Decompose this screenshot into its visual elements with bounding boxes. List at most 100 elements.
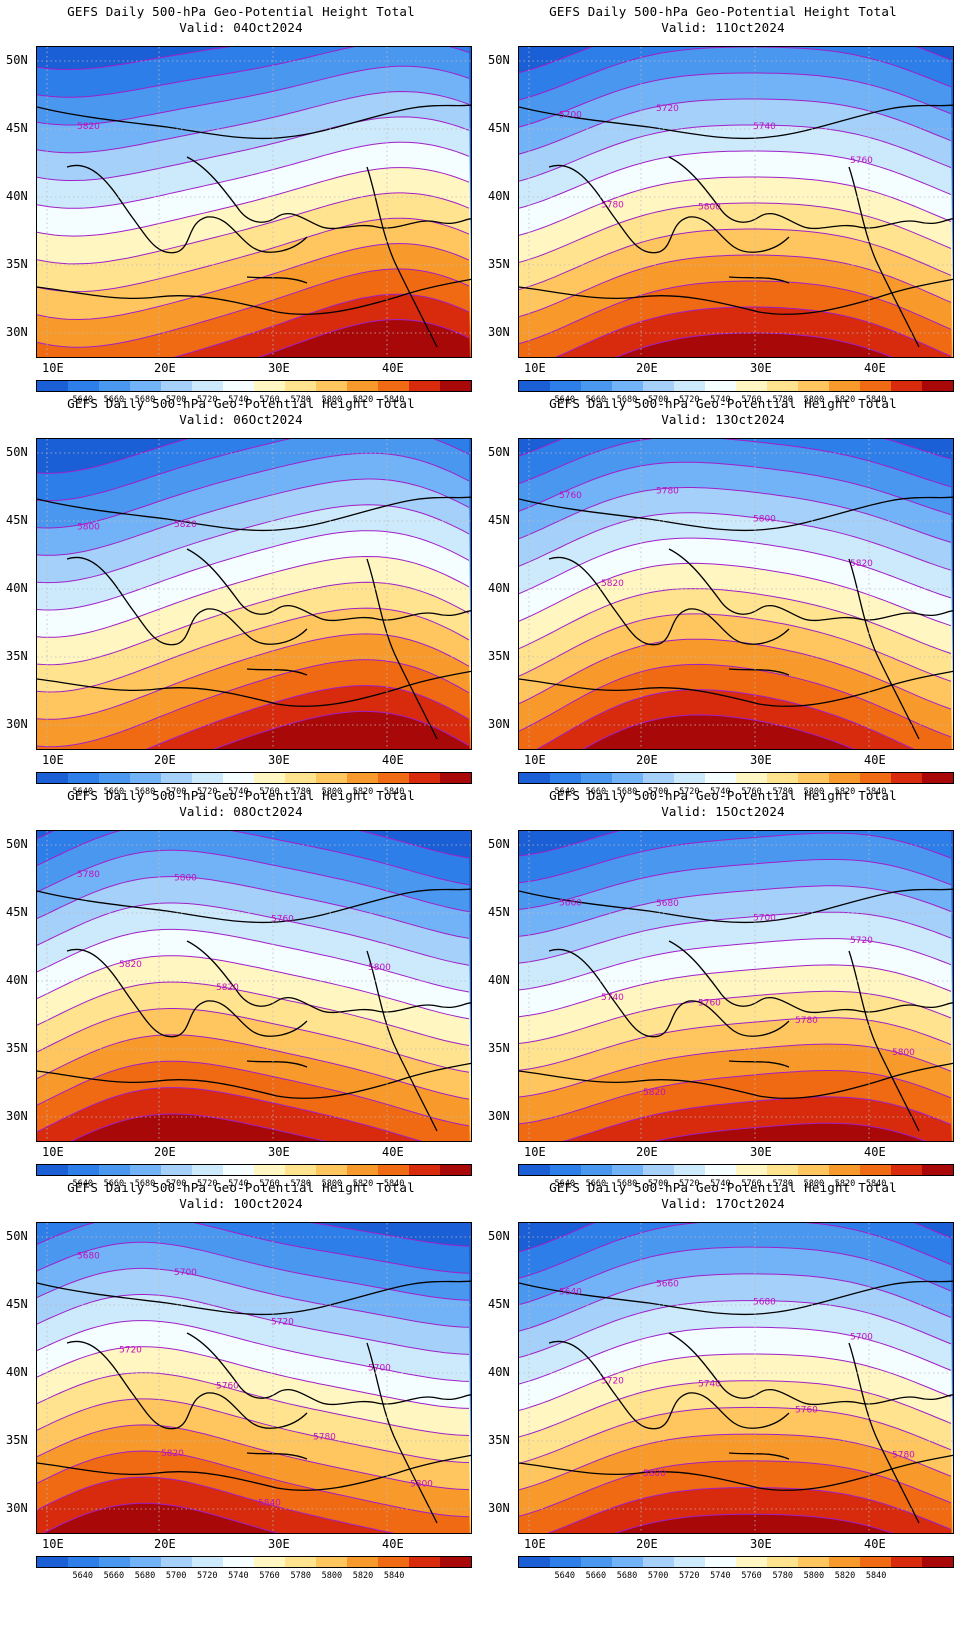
colorbar-label: 5840 [383,787,405,797]
colorbar-swatch [798,1165,829,1175]
height-contour [519,439,952,488]
lon-label: 30E [268,1537,290,1551]
colorbar-swatch [829,1557,860,1567]
colorbar-swatch [550,381,581,391]
height-map: 5820 [36,46,472,358]
lon-label: 30E [750,1537,772,1551]
colorbar-label: 5740 [710,395,731,405]
colorbar-label: 5680 [134,787,156,797]
colorbar-swatch [612,381,643,391]
contour-label: 5800 [698,202,721,212]
coastline-outline [848,558,920,740]
colorbar-label: 5820 [352,787,374,797]
coastline-outline [366,558,438,740]
panel-title: GEFS Daily 500-hPa Geo-Potential Height … [67,1180,415,1195]
colorbar-swatch [705,1557,736,1567]
colorbar-label: 5660 [585,395,607,405]
lat-label: 45N [6,905,28,919]
coastline-outline [848,1342,920,1524]
colorbar-swatch [798,381,829,391]
height-contour [37,581,470,666]
lon-label: 20E [154,361,176,375]
lon-label: 20E [636,361,658,375]
colorbar-swatch [581,381,612,391]
panel-title: GEFS Daily 500-hPa Geo-Potential Height … [67,788,415,803]
lon-label: 40E [382,361,404,375]
colorbar-label: 5660 [103,787,125,797]
colorbar-swatch [519,1557,550,1567]
height-contour [37,955,470,1020]
coastline-outline [519,104,953,140]
lat-label: 40N [6,1365,28,1379]
height-contour [37,65,470,126]
contour-label: 5740 [601,993,624,1003]
lon-label: 40E [864,361,886,375]
lat-label: 45N [6,121,28,135]
colorbar-label: 5680 [134,1179,156,1189]
colorbar-swatch [347,381,378,391]
height-contour [519,461,952,516]
height-contour [519,1433,952,1491]
contour-label: 5800 [368,963,391,973]
height-contour [614,1513,894,1533]
height-contour [519,1273,952,1332]
colorbar-swatch [519,1165,550,1175]
colorbar-swatch [68,773,99,783]
height-contour [37,1372,470,1436]
height-contour [519,858,952,910]
panel-valid-date: Valid: 11Oct2024 [661,20,785,35]
colorbar-label: 5660 [103,1571,125,1581]
colorbar-label: 5680 [616,1179,638,1189]
lat-label: 50N [6,53,28,67]
panel-valid-date: Valid: 04Oct2024 [179,20,303,35]
lon-label: 10E [524,1145,546,1159]
height-contour [519,588,952,654]
lat-label: 45N [488,513,510,527]
contour-label: 5800 [643,1469,666,1479]
lat-label: 50N [488,1229,510,1243]
colorbar-label: 5680 [616,395,638,405]
height-contour [37,928,470,993]
height-contour [37,831,470,859]
colorbar-swatch [161,1165,192,1175]
height-contour [37,849,470,913]
coastline-outline [519,278,953,315]
band-fill [71,1114,325,1141]
colorbar-label: 5840 [383,1179,405,1189]
height-contour [519,1043,952,1098]
height-contour [519,1380,952,1438]
colorbar-swatch [37,1557,68,1567]
colorbar-swatch [440,773,471,783]
height-contour [519,1223,952,1279]
colorbar-swatch [161,773,192,783]
colorbar-swatch [860,1557,891,1567]
height-contour [37,141,470,209]
contour-label: 5720 [850,936,873,946]
height-contour [519,562,952,627]
colorbar-swatch [409,1557,440,1567]
height-contour [582,714,856,749]
coastline-outline [548,164,790,254]
panel-title: GEFS Daily 500-hPa Geo-Potential Height … [549,1180,897,1195]
coastline-outline [37,278,471,315]
contour-label: 5740 [753,122,776,132]
lat-label: 30N [488,717,510,731]
lon-label: 40E [382,753,404,767]
colorbar-label: 5720 [197,787,218,797]
height-contour [519,1223,952,1253]
colorbar-label: 5640 [554,787,575,797]
coastline-outline [37,496,471,532]
contour-label: 5800 [77,522,100,532]
colorbar-swatch [767,1557,798,1567]
colorbar-label: 5800 [803,787,825,797]
lon-label: 40E [382,1145,404,1159]
lat-label: 35N [6,1041,28,1055]
lon-label: 10E [42,361,64,375]
colorbar-swatch [829,381,860,391]
height-contour [519,228,952,290]
panel-title: GEFS Daily 500-hPa Geo-Potential Height … [549,4,897,19]
colorbar-swatch [130,1557,161,1567]
map-panel: GEFS Daily 500-hPa Geo-Potential Height … [482,1176,964,1586]
coastline-outline [366,1342,438,1524]
coastline-outline [519,888,953,924]
